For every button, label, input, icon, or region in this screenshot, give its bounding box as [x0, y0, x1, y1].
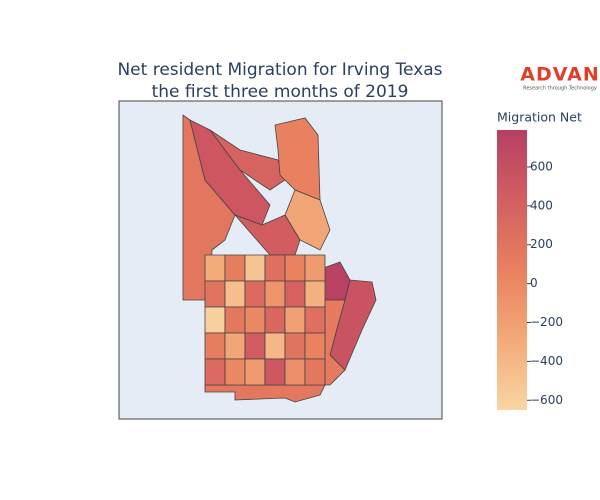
region: [204, 384, 326, 403]
region: [224, 280, 246, 308]
region: [284, 254, 306, 282]
region: [224, 332, 246, 360]
chart-title: the first three months of 2019: [152, 82, 409, 102]
region: [244, 254, 266, 282]
region: [224, 306, 246, 334]
region: [204, 332, 226, 360]
region: [204, 306, 226, 334]
region: [224, 254, 246, 282]
colorbar-tick-label: −600: [530, 393, 563, 407]
colorbar-tick-label: 600: [530, 159, 553, 173]
region: [224, 358, 246, 386]
logo-tagline: Research through Technology: [523, 86, 597, 92]
region: [264, 254, 286, 282]
region: [204, 358, 226, 386]
region: [264, 332, 286, 360]
colorbar-tick-label: 400: [530, 198, 553, 212]
region: [284, 306, 306, 334]
region: [244, 306, 266, 334]
region: [304, 280, 326, 308]
region: [284, 358, 306, 386]
region: [244, 332, 266, 360]
colorbar-tick-label: 200: [530, 237, 553, 251]
region: [264, 280, 286, 308]
colorbar: [497, 130, 527, 410]
region: [244, 280, 266, 308]
region: [304, 306, 326, 334]
chart-title: Net resident Migration for Irving Texas: [117, 60, 442, 80]
region: [244, 358, 266, 386]
region: [264, 358, 286, 386]
region: [284, 280, 306, 308]
regions: [182, 114, 377, 403]
region: [284, 332, 306, 360]
region: [304, 332, 326, 360]
region: [264, 306, 286, 334]
region: [204, 280, 226, 308]
region: [304, 358, 326, 386]
colorbar-title: Migration Net: [497, 110, 582, 125]
colorbar-tick-label: −400: [530, 354, 563, 368]
region: [324, 299, 346, 386]
region: [204, 254, 226, 282]
colorbar-tick-label: 0: [530, 276, 538, 290]
region: [304, 254, 326, 282]
colorbar-tick-label: −200: [530, 315, 563, 329]
logo: ADVAN: [520, 64, 600, 86]
